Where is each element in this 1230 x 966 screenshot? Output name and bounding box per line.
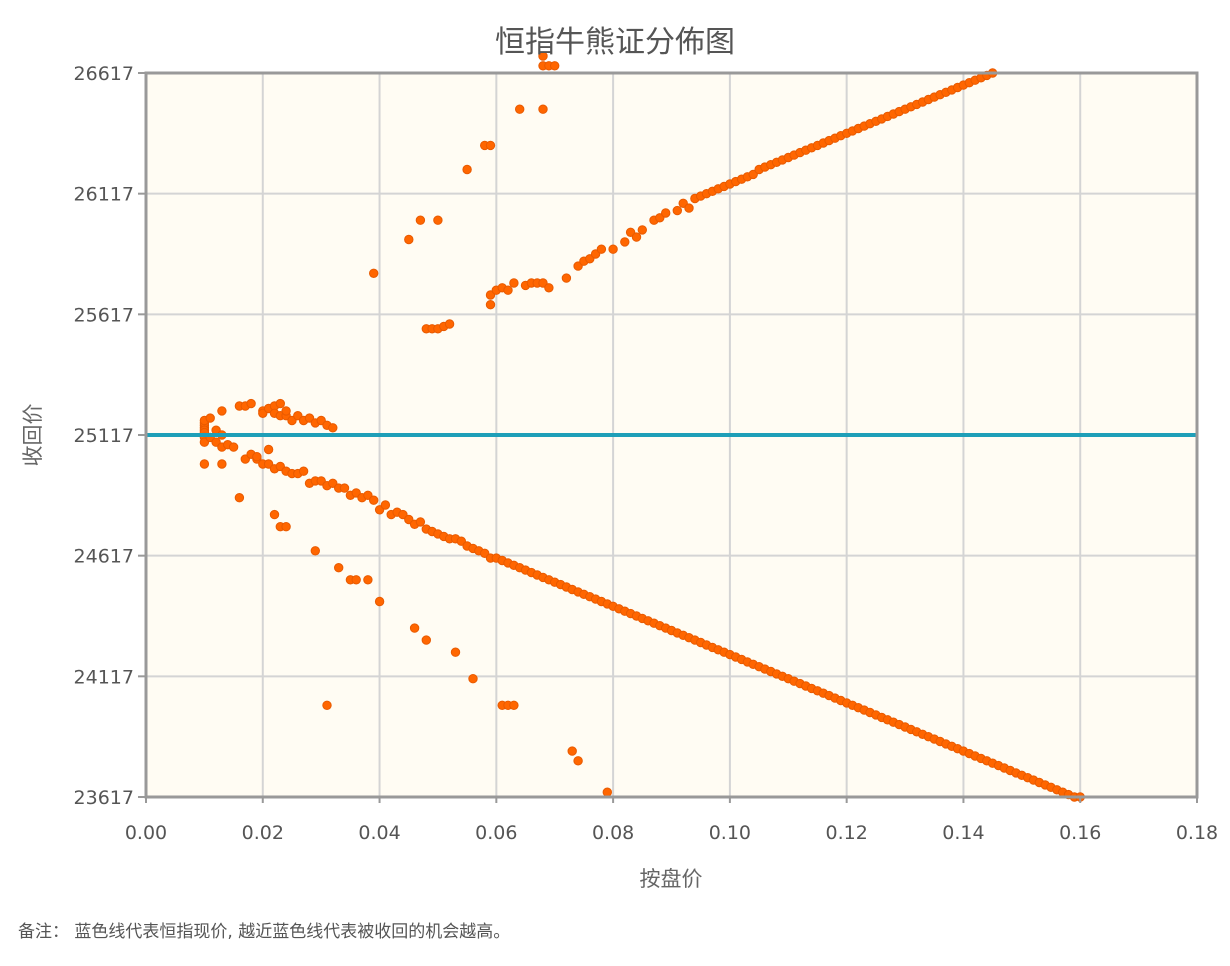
data-point xyxy=(275,398,285,409)
x-tick-label: 0.16 xyxy=(1059,822,1101,844)
data-point xyxy=(538,51,548,61)
data-point xyxy=(567,746,577,756)
data-point xyxy=(380,500,391,510)
data-point xyxy=(573,756,583,766)
data-point xyxy=(269,509,280,520)
y-axis-label: 收回价 xyxy=(21,404,45,467)
data-point xyxy=(328,423,338,433)
y-tick-label: 26617 xyxy=(74,63,134,85)
data-point xyxy=(620,237,630,247)
x-tick-label: 0.18 xyxy=(1176,822,1218,844)
data-point xyxy=(217,406,227,416)
data-point xyxy=(684,203,694,213)
data-point xyxy=(509,700,519,710)
data-point xyxy=(363,575,373,585)
data-point xyxy=(374,596,385,607)
data-point xyxy=(415,517,426,527)
data-point xyxy=(485,300,496,310)
data-point xyxy=(228,442,239,452)
x-tick-label: 0.08 xyxy=(592,822,634,844)
footer-note: 备注： 蓝色线代表恒指现价, 越近蓝色线代表被收回的机会越高。 xyxy=(18,922,511,942)
data-point xyxy=(339,483,350,493)
data-point xyxy=(538,104,548,114)
data-point xyxy=(509,278,519,288)
data-point xyxy=(515,104,525,114)
x-axis-label: 按盘价 xyxy=(640,867,703,891)
data-point xyxy=(450,647,461,657)
y-tick-label: 26117 xyxy=(74,184,134,206)
data-point xyxy=(334,563,344,573)
data-point xyxy=(281,522,291,532)
y-tick-label: 25617 xyxy=(74,304,134,326)
data-point xyxy=(608,244,618,254)
x-tick-label: 0.10 xyxy=(709,822,751,844)
x-tick-label: 0.04 xyxy=(358,822,400,844)
y-tick-label: 24617 xyxy=(74,546,134,568)
data-point xyxy=(544,283,554,293)
data-point xyxy=(298,466,309,476)
data-point xyxy=(503,285,513,295)
data-point xyxy=(468,674,478,684)
data-point xyxy=(252,452,262,462)
data-point xyxy=(369,495,379,505)
data-point xyxy=(217,459,227,469)
x-tick-label: 0.12 xyxy=(826,822,868,844)
data-point xyxy=(462,164,472,175)
data-point xyxy=(433,215,443,225)
data-point xyxy=(415,215,426,225)
data-point xyxy=(637,225,647,235)
axis-ticks: 0.00 0.02 0.04 0.06 0.08 0.10 0.12 0.14 0.16 0.18… xyxy=(74,63,1219,844)
data-point xyxy=(672,205,682,216)
data-point xyxy=(596,244,607,254)
data-point xyxy=(661,208,671,218)
data-point xyxy=(631,232,642,242)
data-point xyxy=(263,444,274,455)
x-tick-label: 0.14 xyxy=(942,822,984,844)
data-point xyxy=(351,575,361,585)
data-point xyxy=(748,169,758,180)
data-point xyxy=(550,61,560,71)
data-point xyxy=(310,546,320,556)
data-point xyxy=(485,140,496,151)
data-point xyxy=(281,406,291,416)
x-tick-label: 0.06 xyxy=(475,822,517,844)
data-point xyxy=(246,398,256,409)
data-point xyxy=(561,273,572,283)
data-point xyxy=(205,413,215,423)
data-point xyxy=(404,234,414,245)
data-point xyxy=(199,459,210,469)
data-point xyxy=(602,787,612,797)
data-point xyxy=(444,319,455,329)
data-point xyxy=(234,493,245,503)
data-point xyxy=(369,268,379,278)
y-tick-label: 25117 xyxy=(74,425,134,447)
x-tick-label: 0.00 xyxy=(125,822,167,844)
data-point xyxy=(322,700,332,710)
data-point xyxy=(421,635,431,645)
data-point xyxy=(409,623,420,633)
data-points xyxy=(199,51,1085,802)
chart-title: 恒指牛熊证分佈图 xyxy=(495,25,735,60)
y-tick-label: 24117 xyxy=(74,666,134,688)
data-point xyxy=(398,509,408,520)
y-tick-label: 23617 xyxy=(74,787,134,809)
x-tick-label: 0.02 xyxy=(242,822,284,844)
